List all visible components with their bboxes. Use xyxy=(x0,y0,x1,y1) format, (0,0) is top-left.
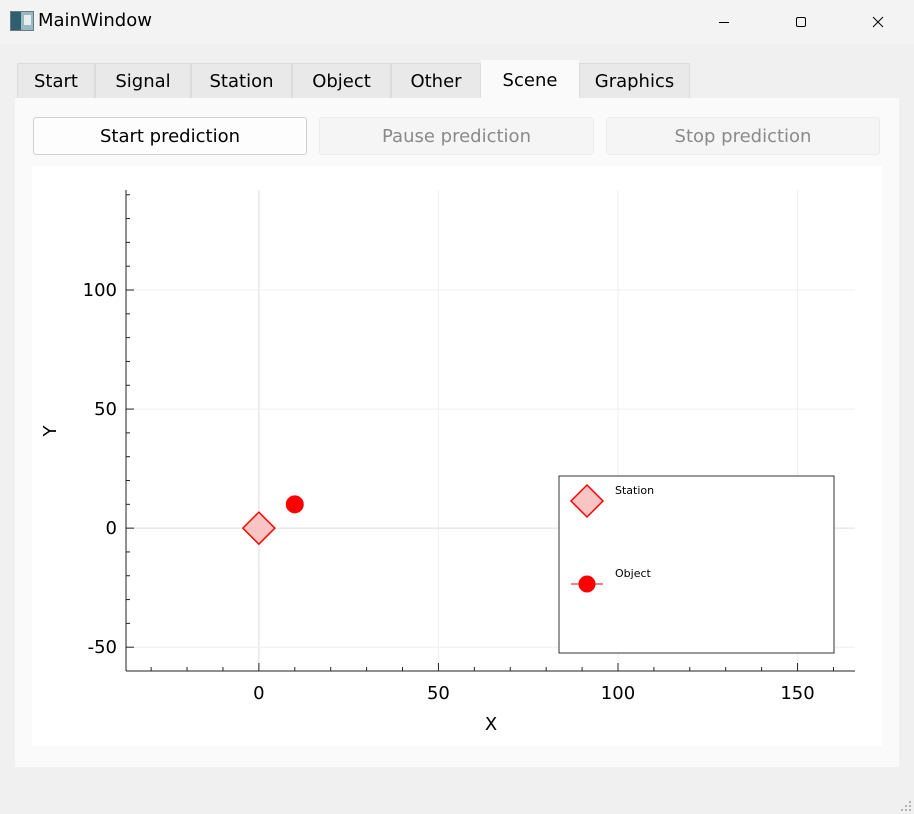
maximize-icon xyxy=(796,17,806,27)
axes: -50 0 50 100 0 50 100 150 xyxy=(83,190,855,704)
y-axis-label: Y xyxy=(40,425,61,438)
object-marker xyxy=(285,495,304,514)
y-tick-label: 100 xyxy=(83,280,117,301)
tab-label: Object xyxy=(312,70,371,92)
tab-scene[interactable]: Scene xyxy=(481,60,579,99)
close-icon xyxy=(872,16,884,28)
minimize-icon xyxy=(719,22,729,23)
tab-label: Graphics xyxy=(594,70,675,92)
close-button[interactable] xyxy=(855,0,901,44)
x-tick-label: 150 xyxy=(780,683,814,704)
tab-label: Station xyxy=(209,70,274,92)
window-title: MainWindow xyxy=(38,10,152,31)
tab-label: Start xyxy=(34,70,78,92)
legend-station-marker xyxy=(569,483,605,519)
tab-graphics[interactable]: Graphics xyxy=(579,63,690,98)
legend-box xyxy=(558,475,835,654)
legend-object-marker xyxy=(571,575,603,593)
resize-grip-icon[interactable] xyxy=(900,800,912,812)
app-icon xyxy=(10,11,34,31)
x-tick-label: 50 xyxy=(427,683,450,704)
tab-label: Signal xyxy=(115,70,171,92)
tab-signal[interactable]: Signal xyxy=(95,63,191,98)
station-marker xyxy=(241,511,276,546)
maximize-button[interactable] xyxy=(778,0,824,44)
tab-label: Other xyxy=(410,70,462,92)
x-tick-label: 100 xyxy=(601,683,635,704)
title-bar[interactable]: MainWindow xyxy=(0,0,914,44)
start-prediction-button[interactable]: Start prediction xyxy=(33,117,307,155)
x-axis-label: X xyxy=(485,714,497,735)
y-tick-label: 50 xyxy=(94,399,117,420)
tab-label: Scene xyxy=(502,69,558,91)
tab-start[interactable]: Start xyxy=(17,63,95,98)
scene-plot-canvas[interactable]: -50 0 50 100 0 50 100 150 X Y Station Object xyxy=(32,166,882,746)
tab-other[interactable]: Other xyxy=(391,63,481,98)
y-tick-label: -50 xyxy=(88,637,117,658)
pause-prediction-button[interactable]: Pause prediction xyxy=(319,117,594,155)
legend-object-label: Object xyxy=(615,567,652,580)
y-tick-label: 0 xyxy=(106,518,117,539)
legend-station-label: Station xyxy=(615,484,654,497)
minimize-button[interactable] xyxy=(701,0,747,44)
scene-plot[interactable]: -50 0 50 100 0 50 100 150 X Y Station Object xyxy=(32,166,882,746)
tab-station[interactable]: Station xyxy=(191,63,292,98)
tab-object[interactable]: Object xyxy=(292,63,391,98)
scene-panel: Start prediction Pause prediction Stop p… xyxy=(15,98,899,767)
x-tick-label: 0 xyxy=(253,683,264,704)
legend: Station Object xyxy=(558,475,835,654)
stop-prediction-button[interactable]: Stop prediction xyxy=(606,117,880,155)
data-marks xyxy=(241,495,304,546)
